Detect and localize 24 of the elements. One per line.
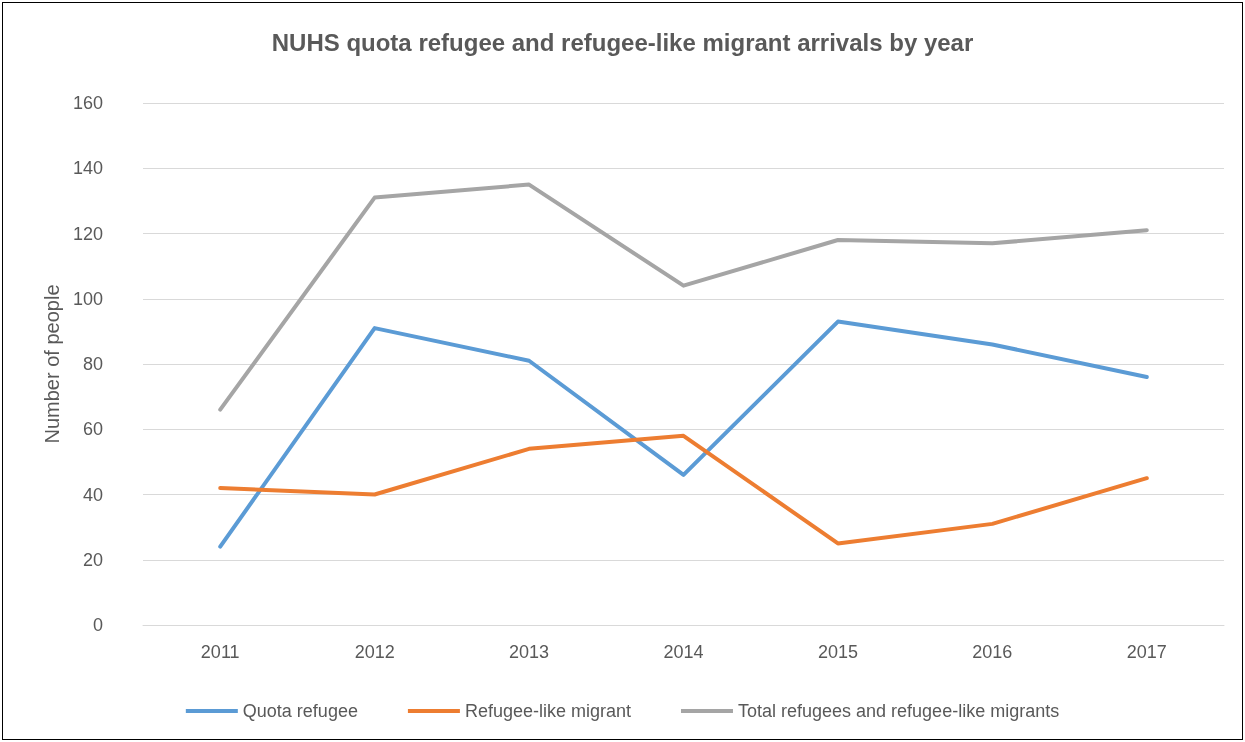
chart-title: NUHS quota refugee and refugee-like migrant arrivals by year <box>271 28 974 56</box>
x-tick-label: 2013 <box>509 642 550 662</box>
y-axis-title: Number of people <box>41 284 64 444</box>
y-tick-label: 20 <box>82 549 103 570</box>
line-series <box>218 182 1149 412</box>
x-tick-label: 2012 <box>354 642 395 662</box>
y-tick-label: 140 <box>72 158 103 179</box>
legend-label: Refugee-like migrant <box>464 701 631 721</box>
x-tick-label: 2017 <box>1126 642 1167 662</box>
x-tick-label: 2011 <box>200 642 240 662</box>
line-series <box>218 433 1149 546</box>
line-series <box>218 319 1149 549</box>
y-tick-label: 120 <box>72 223 103 244</box>
y-tick-label: 0 <box>92 615 103 635</box>
x-tick-label: 2016 <box>972 642 1013 662</box>
y-tick-label: 160 <box>72 93 103 113</box>
y-tick-label: 40 <box>82 484 103 505</box>
y-tick-label: 100 <box>72 288 103 309</box>
legend-label: Total refugees and refugee-like migrants <box>737 701 1060 721</box>
y-tick-label: 60 <box>82 419 103 440</box>
x-tick-label: 2015 <box>817 642 858 662</box>
y-tick-label: 80 <box>82 354 103 374</box>
x-tick-label: 2014 <box>663 642 704 662</box>
legend-label: Quota refugee <box>242 701 358 721</box>
